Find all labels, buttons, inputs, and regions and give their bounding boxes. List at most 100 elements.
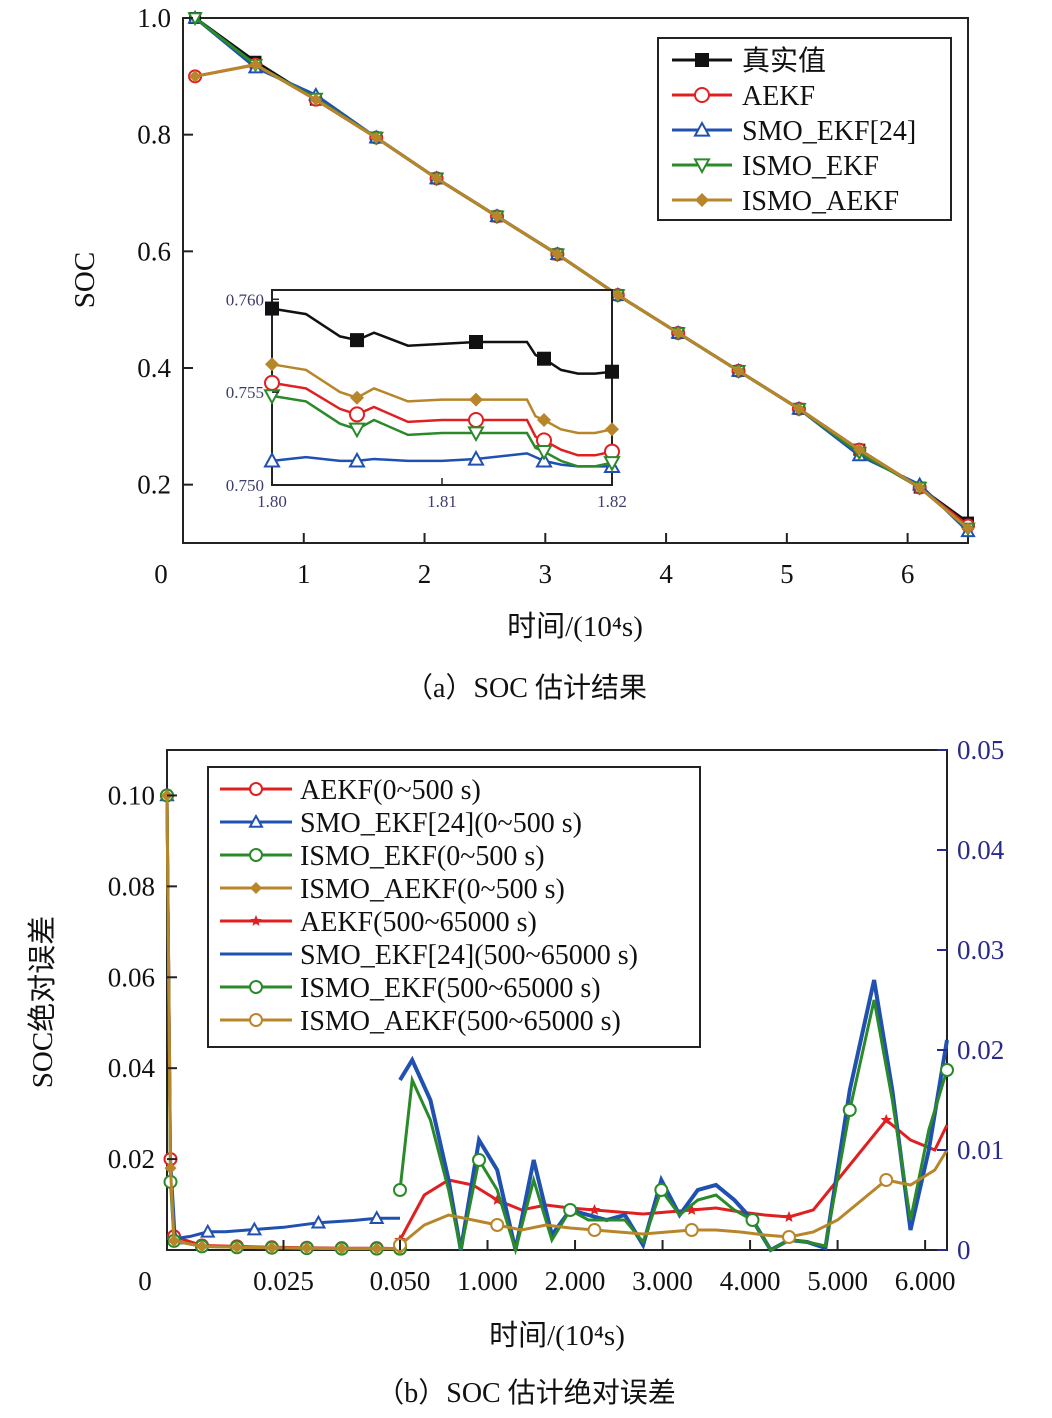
legend-label: ISMO_EKF(500~65000 s) bbox=[300, 973, 601, 1004]
data-point bbox=[230, 1241, 243, 1254]
data-point bbox=[962, 522, 974, 535]
legend-item-smo-ekf-24-0-500-s-1: SMO_EKF[24](0~500 s) bbox=[220, 808, 582, 839]
series-line bbox=[165, 795, 400, 1251]
x-tick-label: 5.000 bbox=[807, 1266, 868, 1296]
inset-series-ismo-ekf-3 bbox=[263, 389, 621, 472]
series-ismo-ekf-500-65000-s-6 bbox=[393, 999, 954, 1256]
data-point bbox=[369, 1210, 385, 1224]
legend-marker bbox=[249, 980, 263, 994]
legend-item-aekf-1: AEKF bbox=[672, 81, 815, 112]
legend-item-ismo-aekf-500-65000-s-7: ISMO_AEKF(500~65000 s) bbox=[220, 1006, 621, 1037]
legend-label: AEKF bbox=[742, 81, 815, 112]
legend-marker bbox=[249, 782, 263, 796]
data-point bbox=[468, 412, 484, 428]
data-point bbox=[370, 131, 383, 144]
data-point bbox=[605, 422, 619, 437]
legend-label: 真实值 bbox=[742, 45, 826, 77]
legend-label: ISMO_EKF bbox=[742, 151, 879, 182]
panel-a-plot-frame bbox=[182, 17, 969, 544]
x-tick-label: 4 bbox=[659, 559, 673, 589]
x-tick-label: 6.000 bbox=[895, 1266, 956, 1296]
legend-item-aekf-0-500-s-0: AEKF(0~500 s) bbox=[220, 775, 481, 806]
data-point bbox=[880, 1114, 892, 1125]
y-tick-label: 0.8 bbox=[137, 120, 171, 150]
data-point bbox=[349, 406, 365, 423]
inset-x-tick-label: 1.82 bbox=[597, 492, 627, 511]
data-point bbox=[393, 1183, 407, 1197]
inset-axes: 1.80 1.81 1.82 0.750 0.755 0.760 bbox=[226, 290, 627, 511]
y-right-tick-label: 0.04 bbox=[957, 835, 1005, 865]
panel-b-series-group bbox=[159, 787, 954, 1256]
data-point bbox=[686, 1204, 698, 1215]
panel-a-soc-estimation: 0 1 2 3 4 5 6 0.2 0.4 0.6 0.8 1.0 1.80 1.81 1.82 0.750… bbox=[69, 3, 976, 704]
data-point bbox=[672, 327, 685, 339]
data-point bbox=[335, 1242, 348, 1255]
panel-b-ylabel: SOC绝对误差 bbox=[26, 916, 59, 1088]
data-point bbox=[265, 357, 279, 372]
data-point bbox=[842, 1103, 857, 1117]
legend-item-ismo-ekf-3: ISMO_EKF bbox=[672, 151, 879, 182]
y-right-tick-label: 0.01 bbox=[957, 1135, 1004, 1165]
inset-series-ismo-aekf-4 bbox=[265, 357, 619, 437]
x-tick-label: 0.025 bbox=[253, 1266, 314, 1296]
data-point bbox=[879, 1173, 894, 1187]
inset-x-tick-label: 1.80 bbox=[257, 492, 287, 511]
y-right-tick-label: 0 bbox=[957, 1235, 971, 1265]
data-point bbox=[472, 1153, 487, 1167]
legend-marker bbox=[249, 1013, 263, 1027]
x-tick-label: 0 bbox=[138, 1266, 152, 1296]
legend-marker bbox=[693, 120, 711, 137]
y-right-tick-label: 0.02 bbox=[957, 1035, 1004, 1065]
x-tick-label: 1.000 bbox=[457, 1266, 518, 1296]
legend-item-smo-ekf-24-500-65000-s-5: SMO_EKF[24](500~65000 s) bbox=[220, 940, 638, 971]
inset-series-aekf-1 bbox=[264, 374, 620, 460]
y-tick-label: 0.6 bbox=[137, 236, 171, 266]
x-tick-label: 1 bbox=[297, 559, 311, 589]
series-ismo-aekf-0-500-s-3 bbox=[161, 789, 406, 1255]
data-point bbox=[684, 1223, 699, 1237]
data-point bbox=[853, 443, 866, 456]
data-point bbox=[587, 1223, 602, 1237]
legend-label: ISMO_AEKF bbox=[742, 186, 899, 217]
data-point bbox=[940, 1063, 954, 1077]
legend-frame bbox=[207, 766, 701, 1048]
data-point bbox=[781, 1230, 796, 1244]
panel-a-ylabel: SOC bbox=[69, 252, 101, 308]
data-point bbox=[167, 1234, 180, 1247]
panel-a-axes: 0 1 2 3 4 5 6 0.2 0.4 0.6 0.8 1.0 bbox=[137, 3, 914, 589]
data-point bbox=[264, 374, 280, 391]
legend-label: SMO_EKF[24](0~500 s) bbox=[300, 808, 582, 839]
legend-marker bbox=[250, 882, 262, 894]
legend-marker bbox=[249, 848, 263, 862]
data-point bbox=[913, 481, 926, 494]
data-point bbox=[348, 422, 366, 439]
series-line bbox=[194, 63, 969, 530]
data-point bbox=[265, 301, 279, 316]
data-point bbox=[467, 426, 485, 443]
data-point bbox=[249, 58, 262, 71]
inset-y-tick-label: 0.750 bbox=[226, 476, 264, 495]
data-point bbox=[430, 172, 443, 185]
panel-b-legend: AEKF(0~500 s)SMO_EKF[24](0~500 s)ISMO_EK… bbox=[207, 766, 701, 1048]
data-point bbox=[535, 444, 553, 461]
legend-item-ismo-aekf-4: ISMO_AEKF bbox=[672, 186, 899, 217]
legend-item-ismo-ekf-0-500-s-2: ISMO_EKF(0~500 s) bbox=[220, 841, 545, 872]
data-point bbox=[310, 1214, 327, 1229]
data-point bbox=[491, 210, 503, 223]
legend-item-ismo-ekf-500-65000-s-6: ISMO_EKF(500~65000 s) bbox=[220, 973, 601, 1004]
x-tick-label: 2 bbox=[418, 559, 432, 589]
y-right-tick-label: 0.05 bbox=[957, 735, 1004, 765]
data-point bbox=[490, 1218, 505, 1232]
panel-a-series-group bbox=[187, 9, 976, 538]
data-point bbox=[537, 413, 551, 427]
series-line bbox=[271, 307, 613, 375]
data-point bbox=[200, 1223, 216, 1238]
y-left-tick-label: 0.08 bbox=[108, 871, 155, 901]
x-tick-label: 6 bbox=[901, 559, 915, 589]
legend-marker bbox=[695, 193, 709, 207]
series-ismo-aekf-4 bbox=[189, 58, 974, 535]
data-point bbox=[263, 451, 281, 468]
legend-marker bbox=[248, 813, 264, 828]
data-point bbox=[467, 449, 485, 466]
